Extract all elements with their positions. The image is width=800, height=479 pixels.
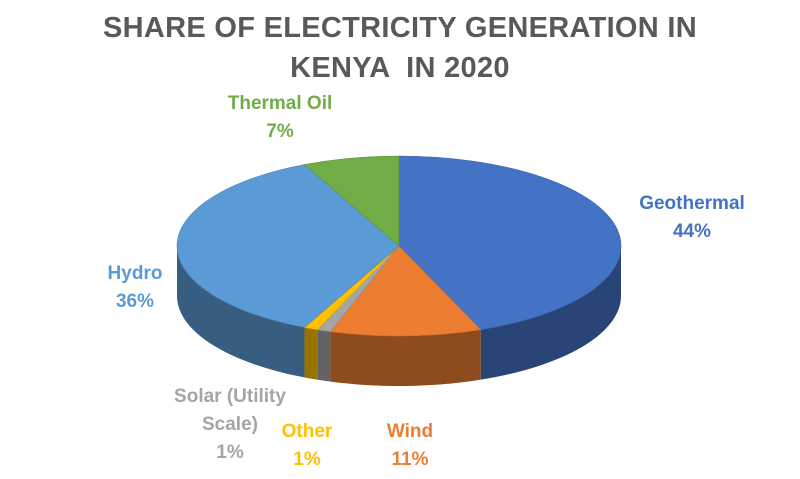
label-geothermal-name: Geothermal: [639, 193, 745, 214]
label-solar: Solar (Utility Scale) 1%: [150, 383, 310, 467]
label-solar-name-line1: Solar (Utility: [174, 386, 286, 407]
label-thermal-oil-name: Thermal Oil: [227, 93, 333, 114]
chart-title-line-2: KENYA IN 2020: [290, 52, 510, 84]
label-other: Other 1%: [262, 418, 352, 474]
pie-side-hydro: [177, 246, 305, 378]
pie-side-geothermal: [480, 246, 621, 380]
pie-top-faces: [176, 155, 622, 337]
pie-side-solar-utility-scale-: [317, 329, 331, 382]
label-solar-name-line2: Scale): [202, 414, 258, 435]
chart-title-line-1: SHARE OF ELECTRICITY GENERATION IN: [103, 12, 697, 44]
label-other-value: 1%: [293, 449, 321, 470]
label-wind: Wind 11%: [370, 418, 450, 474]
label-other-name: Other: [281, 421, 333, 442]
label-wind-name: Wind: [386, 421, 434, 442]
label-wind-value: 11%: [391, 449, 429, 470]
label-hydro: Hydro 36%: [85, 260, 185, 316]
label-geothermal-value: 44%: [672, 221, 712, 242]
pie-slice-hydro: [176, 164, 400, 328]
label-solar-value: 1%: [216, 442, 244, 463]
label-thermal-oil-value: 7%: [266, 121, 294, 142]
pie-slice-thermal-oil: [303, 155, 400, 247]
pie-side-wind: [330, 329, 481, 386]
label-hydro-value: 36%: [115, 291, 155, 312]
pie-slice-geothermal: [398, 155, 622, 331]
pie-side-walls: [177, 246, 621, 386]
label-hydro-name: Hydro: [107, 263, 163, 284]
label-thermal-oil: Thermal Oil 7%: [200, 90, 360, 146]
pie-side-other: [304, 327, 318, 380]
label-geothermal: Geothermal 44%: [612, 190, 772, 246]
pie-slice-wind: [329, 245, 482, 337]
